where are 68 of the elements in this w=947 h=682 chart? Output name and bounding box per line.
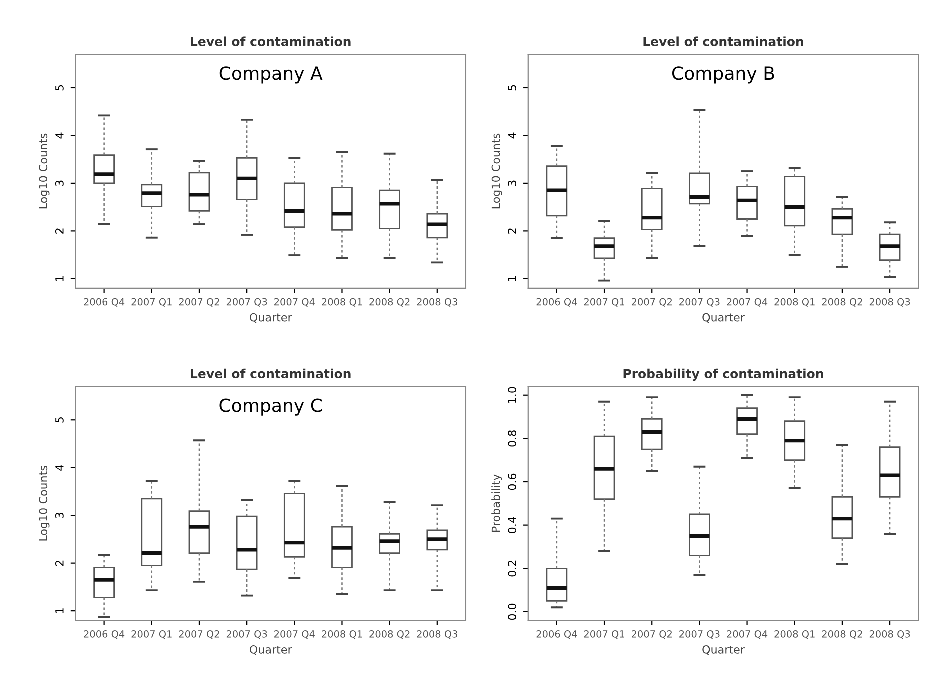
x-axis-title: Quarter	[702, 313, 745, 324]
x-tick-label: 2008 Q2	[370, 630, 410, 639]
y-tick-label: 0.8	[508, 430, 517, 447]
x-tick-label: 2007 Q3	[226, 298, 268, 307]
y-axis-title: Log10 Counts	[39, 466, 50, 541]
x-tick-label: 2007 Q1	[132, 630, 172, 639]
y-tick-label: 2	[55, 560, 64, 566]
y-tick-label: 4	[56, 464, 64, 471]
x-tick-label: 2007 Q2	[179, 298, 220, 307]
y-tick-label: 3	[508, 180, 517, 186]
x-tick-label: 2007 Q2	[179, 630, 220, 639]
y-tick-label: 2	[55, 228, 64, 234]
y-axis-title: Log10 Counts	[39, 134, 50, 209]
y-tick-label: 4	[56, 132, 64, 139]
x-tick-label: 2007 Q1	[132, 298, 172, 307]
y-tick-label: 5	[508, 85, 517, 91]
x-tick-label: 2007 Q3	[680, 630, 720, 639]
x-tick-label: 2008 Q1	[774, 630, 815, 639]
chart-title: Level of contamination	[644, 36, 804, 46]
y-tick-label: 5	[56, 418, 64, 423]
annotation: Company A	[220, 66, 323, 84]
x-tick-label: 2007 Q2	[632, 298, 672, 307]
x-tick-label: 2006 Q4	[536, 298, 578, 307]
x-tick-label: 2007 Q3	[226, 630, 268, 639]
y-tick-label: 0.4	[508, 517, 517, 534]
x-tick-label: 2007 Q4	[274, 298, 315, 307]
x-tick-label: 2007 Q3	[680, 298, 720, 307]
x-tick-label: 2007 Q1	[584, 630, 624, 639]
y-tick-label: 4	[508, 132, 516, 139]
x-tick-label: 2008 Q2	[370, 298, 410, 307]
x-tick-label: 2008 Q1	[774, 298, 815, 307]
x-tick-label: 2007 Q1	[584, 298, 624, 307]
x-tick-label: 2008 Q3	[417, 298, 458, 307]
x-tick-label: 2008 Q2	[822, 630, 862, 639]
y-tick-label: 1	[508, 276, 516, 282]
y-tick-label: 2	[508, 228, 516, 234]
x-tick-label: 2008 Q2	[822, 298, 862, 307]
y-tick-label: 0.2	[508, 560, 517, 577]
chart-title: Level of contamination	[191, 368, 351, 379]
chart-title: Probability of contamination	[624, 368, 824, 382]
annotation: Company C	[220, 398, 322, 416]
y-tick-label: 3	[55, 180, 64, 186]
y-axis-title: Probability	[492, 474, 502, 532]
x-tick-label: 2008 Q3	[870, 298, 910, 307]
x-tick-label: 2006 Q4	[84, 298, 125, 307]
x-tick-label: 2007 Q4	[274, 630, 315, 639]
y-tick-label: 5	[56, 85, 64, 91]
x-tick-label: 2007 Q2	[632, 630, 672, 639]
annotation: Company B	[672, 66, 774, 84]
x-tick-label: 2006 Q4	[84, 630, 125, 639]
y-tick-label: 3	[55, 512, 64, 518]
x-axis-title: Quarter	[702, 646, 745, 656]
chart-title: Level of contamination	[191, 36, 351, 46]
y-tick-label: 1	[56, 276, 64, 282]
y-tick-label: 1	[56, 608, 64, 614]
x-axis-title: Quarter	[250, 646, 292, 656]
x-axis-title: Quarter	[250, 313, 292, 324]
x-tick-label: 2007 Q4	[727, 630, 768, 639]
y-tick-label: 0.6	[508, 474, 517, 490]
y-tick-label: 0.0	[508, 604, 517, 620]
x-tick-label: 2007 Q4	[727, 298, 768, 307]
y-tick-label: 1.0	[508, 387, 517, 403]
y-axis-title: Log10 Counts	[492, 134, 502, 209]
x-tick-label: 2008 Q1	[322, 630, 362, 639]
x-tick-label: 2008 Q3	[417, 630, 458, 639]
x-tick-label: 2008 Q3	[870, 630, 910, 639]
x-tick-label: 2008 Q1	[322, 298, 362, 307]
x-tick-label: 2006 Q4	[536, 630, 578, 639]
